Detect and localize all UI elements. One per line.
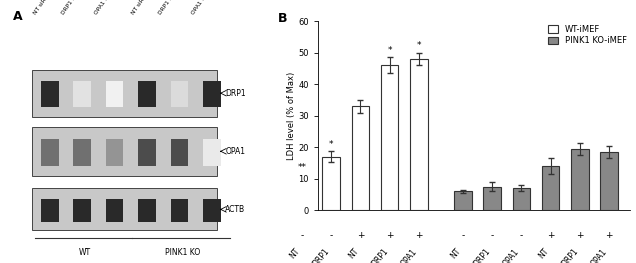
Text: OPA1: OPA1 — [502, 247, 522, 263]
Text: PINK1 KO: PINK1 KO — [165, 248, 200, 257]
Bar — [73, 139, 91, 166]
Text: B: B — [277, 12, 287, 24]
Text: *: * — [387, 46, 392, 55]
Text: OPA1: OPA1 — [399, 247, 419, 263]
Text: +: + — [547, 231, 555, 240]
Text: NT: NT — [537, 247, 551, 260]
Text: DRP1: DRP1 — [311, 247, 331, 263]
Text: -: - — [329, 231, 333, 240]
Bar — [106, 199, 123, 222]
Text: DRP1: DRP1 — [560, 247, 580, 263]
Bar — [41, 199, 59, 222]
Bar — [32, 70, 217, 117]
Text: A: A — [13, 10, 22, 23]
Text: DRP1: DRP1 — [370, 247, 390, 263]
Text: ACTB: ACTB — [225, 205, 245, 214]
Text: DRP1 siRNA: DRP1 siRNA — [61, 0, 85, 15]
Text: NT siRNA: NT siRNA — [33, 0, 53, 15]
Bar — [322, 157, 340, 210]
Text: +: + — [576, 231, 584, 240]
Bar — [73, 199, 91, 222]
Bar — [106, 139, 123, 166]
Text: +: + — [386, 231, 394, 240]
Bar — [203, 82, 221, 107]
Bar — [170, 199, 188, 222]
Bar — [293, 177, 310, 210]
Legend: WT-iMEF, PINK1 KO-iMEF: WT-iMEF, PINK1 KO-iMEF — [546, 23, 628, 47]
Bar — [170, 139, 188, 166]
Bar — [32, 188, 217, 230]
Text: DRP1: DRP1 — [225, 89, 246, 98]
Bar — [600, 152, 618, 210]
Bar — [32, 127, 217, 176]
Y-axis label: LDH level (% of Max): LDH level (% of Max) — [287, 72, 296, 160]
Bar — [513, 188, 530, 210]
Text: NT siRNA: NT siRNA — [130, 0, 150, 15]
Bar — [483, 187, 501, 210]
Bar — [138, 199, 156, 222]
Bar — [352, 106, 370, 210]
Bar — [454, 191, 472, 210]
Text: +: + — [415, 231, 423, 240]
Text: +: + — [357, 231, 364, 240]
Text: +: + — [605, 231, 613, 240]
Text: -: - — [520, 231, 523, 240]
Text: **: ** — [298, 163, 307, 172]
Bar — [410, 59, 428, 210]
Bar — [571, 149, 589, 210]
Bar — [203, 139, 221, 166]
Bar — [138, 82, 156, 107]
Bar — [106, 82, 123, 107]
Bar — [203, 199, 221, 222]
Text: NT: NT — [347, 247, 361, 260]
Text: NT: NT — [449, 247, 463, 260]
Bar — [170, 82, 188, 107]
Bar — [41, 139, 59, 166]
Bar — [381, 65, 399, 210]
Bar — [542, 166, 560, 210]
Text: OPA1 siRNA: OPA1 siRNA — [191, 0, 215, 15]
Text: OPA1: OPA1 — [225, 147, 245, 156]
Text: *: * — [417, 41, 421, 50]
Text: -: - — [300, 231, 303, 240]
Text: OPA1 siRNA: OPA1 siRNA — [93, 0, 118, 15]
Text: DRP1: DRP1 — [472, 247, 492, 263]
Text: -: - — [490, 231, 494, 240]
Bar — [138, 139, 156, 166]
Text: OPA1: OPA1 — [590, 247, 609, 263]
Bar — [41, 82, 59, 107]
Text: DRP1 siRNA: DRP1 siRNA — [158, 0, 183, 15]
Bar — [73, 82, 91, 107]
Text: *: * — [329, 140, 333, 149]
Text: WT: WT — [79, 248, 91, 257]
Text: -: - — [461, 231, 464, 240]
Text: NT: NT — [288, 247, 302, 260]
